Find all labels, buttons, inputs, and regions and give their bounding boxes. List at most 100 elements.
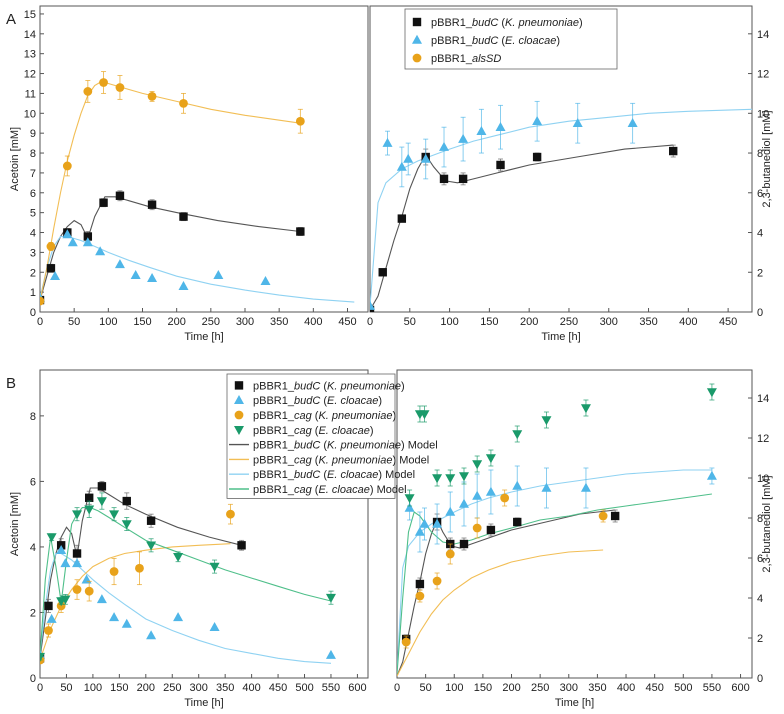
legend-entry: pBBR1_alsSD xyxy=(431,53,501,65)
legend-text: pBBR1_ xyxy=(253,380,295,392)
legend-text: pBBR1_ xyxy=(253,469,295,481)
kp-point xyxy=(296,227,305,236)
y-tick-label: 7 xyxy=(30,168,36,180)
x-tick-label: 250 xyxy=(163,682,181,694)
als-point xyxy=(598,511,608,521)
legend-italic: K. pneumoniae xyxy=(318,454,392,466)
ec-point xyxy=(472,490,483,500)
y-tick-label: 2 xyxy=(30,607,36,619)
als-point xyxy=(72,585,82,594)
als-point xyxy=(432,576,442,586)
ec-point xyxy=(62,229,73,239)
ec-point xyxy=(109,612,120,622)
x-tick-label: 0 xyxy=(37,682,43,694)
x-tick-label: 300 xyxy=(236,316,254,328)
cag-ec-point xyxy=(173,552,184,562)
legend-text: pBBR1_ xyxy=(253,425,295,437)
als-point xyxy=(46,242,56,251)
legend-marker xyxy=(412,17,422,27)
legend-text: pBBR1_ xyxy=(253,454,295,466)
legend-text: pBBR1_ xyxy=(431,35,473,47)
legend-italic: cag xyxy=(294,454,313,466)
als-point xyxy=(500,493,510,503)
als-point xyxy=(109,567,119,576)
right-plot-content xyxy=(370,100,752,312)
kp-point xyxy=(122,496,131,506)
als-model-curve xyxy=(397,549,604,677)
panel-a: A0 50 100 150 200 250 300 350 400 450012345678910… xyxy=(6,5,773,343)
x-tick-label: 250 xyxy=(560,316,578,328)
left-plot-content xyxy=(40,480,336,665)
als-point xyxy=(415,591,425,601)
legend-text: ( xyxy=(320,395,327,407)
x-tick-label: 0 xyxy=(394,682,400,694)
x-tick-label: 100 xyxy=(84,682,102,694)
legend-entry: pBBR1_budC (E. cloacae) Model xyxy=(253,469,415,481)
x-tick-label: 50 xyxy=(420,682,432,694)
legend-italic: cag xyxy=(294,425,313,437)
legend-text: ( xyxy=(320,380,327,392)
legend-box xyxy=(226,373,396,499)
ec-point xyxy=(173,612,184,622)
legend-italic: cag xyxy=(294,484,313,496)
legend-italic: budC xyxy=(294,380,320,392)
ec-point xyxy=(419,518,430,528)
ec-point xyxy=(476,125,487,135)
y-tick-label: 8 xyxy=(30,148,36,160)
legend-italic: K. pneumoniae xyxy=(327,380,401,392)
legend-entry: pBBR1_cag (E. cloacae) Model xyxy=(253,484,407,496)
legend-text: ( xyxy=(312,454,319,466)
x-tick-label: 300 xyxy=(560,682,578,694)
x-tick-label: 400 xyxy=(304,316,322,328)
kp-point xyxy=(237,541,246,550)
cagec-model-curve xyxy=(397,493,712,675)
ec-point xyxy=(96,594,107,604)
legend-marker xyxy=(234,395,244,404)
cag-ec-point xyxy=(419,410,430,420)
x-tick-label: 450 xyxy=(645,682,663,694)
x-axis-label: Time [h] xyxy=(541,331,580,343)
ec-point xyxy=(50,271,61,281)
x-tick-label: 450 xyxy=(269,682,287,694)
x-tick-label: 600 xyxy=(348,682,366,694)
cag-ec-point xyxy=(580,404,591,414)
y-tick-label: 4 xyxy=(30,542,36,554)
legend-italic: E. cloacae xyxy=(505,35,556,47)
kp-model-curve xyxy=(40,487,242,659)
x-tick-label: 350 xyxy=(639,316,657,328)
legend-italic: alsSD xyxy=(472,53,501,65)
legend-italic: K. pneumoniae xyxy=(327,440,401,452)
legend-entry: pBBR1_budC (E. cloacae) xyxy=(431,35,560,47)
kp-point xyxy=(496,160,505,170)
x-tick-label: 200 xyxy=(137,682,155,694)
x-tick-label: 450 xyxy=(719,316,737,328)
x-tick-label: 200 xyxy=(167,316,185,328)
panel-label: B xyxy=(6,375,16,392)
x-tick-label: 250 xyxy=(202,316,220,328)
legend-text: ) xyxy=(401,380,405,392)
x-tick-label: 350 xyxy=(588,682,606,694)
ec-point xyxy=(56,545,67,555)
cag-ec-point xyxy=(432,474,443,484)
kp-point xyxy=(415,579,425,589)
ec-point xyxy=(382,137,393,147)
cag-ec-point xyxy=(706,388,717,398)
ec-point xyxy=(213,270,224,280)
kp-point xyxy=(85,493,94,502)
legend-italic: K. pneumoniae xyxy=(505,17,579,29)
legend-marker xyxy=(412,34,422,44)
y-tick-label: 10 xyxy=(757,473,769,485)
y-tick-label: 8 xyxy=(757,148,763,160)
cag-ec-point xyxy=(121,520,132,530)
als-model-curve xyxy=(40,80,301,302)
y-tick-label: 3 xyxy=(30,247,36,259)
legend-marker xyxy=(234,426,244,435)
y-tick-label: 13 xyxy=(24,49,36,61)
y-axis-label: 2,3-butanediol [mM] xyxy=(761,110,773,207)
y-tick-label: 12 xyxy=(757,69,769,81)
ec-point xyxy=(512,480,523,490)
legend-entry: pBBR1_budC (E. cloacae) xyxy=(253,395,382,407)
legend-entry: pBBR1_budC (K. pneumoniae) xyxy=(431,17,583,29)
kp-point xyxy=(72,549,82,558)
